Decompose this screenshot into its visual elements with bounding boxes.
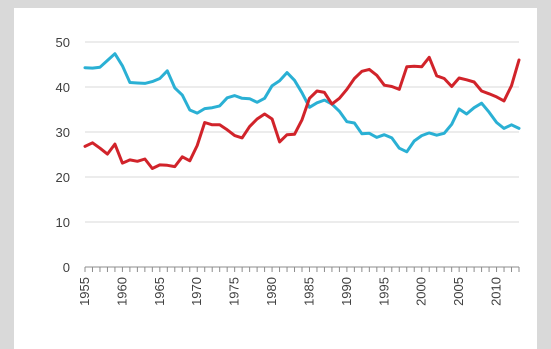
grid-lines — [85, 41, 519, 223]
chart-frame: 0 10 20 30 40 50 1955 1960 1965 1970 1975 1980 1985… — [14, 8, 537, 349]
x-tick-label-1985: 1985 — [301, 277, 316, 306]
series-line-2 — [83, 55, 521, 170]
line-chart: 0 10 20 30 40 50 1955 1960 1965 1970 1975 1980 1985… — [56, 35, 521, 306]
series-line-1 — [83, 52, 521, 154]
x-tick-label-1995: 1995 — [376, 277, 391, 306]
y-tick-label-30: 30 — [56, 125, 70, 140]
series-lines — [83, 52, 521, 170]
x-tick-label-1990: 1990 — [339, 277, 354, 306]
x-tick-label-2010: 2010 — [489, 277, 504, 306]
y-tick-labels: 0 10 20 30 40 50 — [56, 35, 70, 275]
x-tick-label-1980: 1980 — [264, 277, 279, 306]
x-tick-label-1975: 1975 — [227, 277, 242, 306]
x-tick-label-1965: 1965 — [152, 277, 167, 306]
x-tick-label-1960: 1960 — [114, 277, 129, 306]
y-tick-label-0: 0 — [63, 260, 70, 275]
y-tick-label-40: 40 — [56, 80, 70, 95]
axes — [84, 266, 520, 272]
x-tick-label-2005: 2005 — [451, 277, 466, 306]
y-tick-label-10: 10 — [56, 215, 70, 230]
x-tick-labels: 1955 1960 1965 1970 1975 1980 1985 1990 1995 2000… — [77, 277, 504, 306]
y-tick-label-50: 50 — [56, 35, 70, 50]
x-tick-label-1955: 1955 — [77, 277, 92, 306]
x-tick-label-2000: 2000 — [414, 277, 429, 306]
x-tick-label-1970: 1970 — [189, 277, 204, 306]
y-tick-label-20: 20 — [56, 170, 70, 185]
